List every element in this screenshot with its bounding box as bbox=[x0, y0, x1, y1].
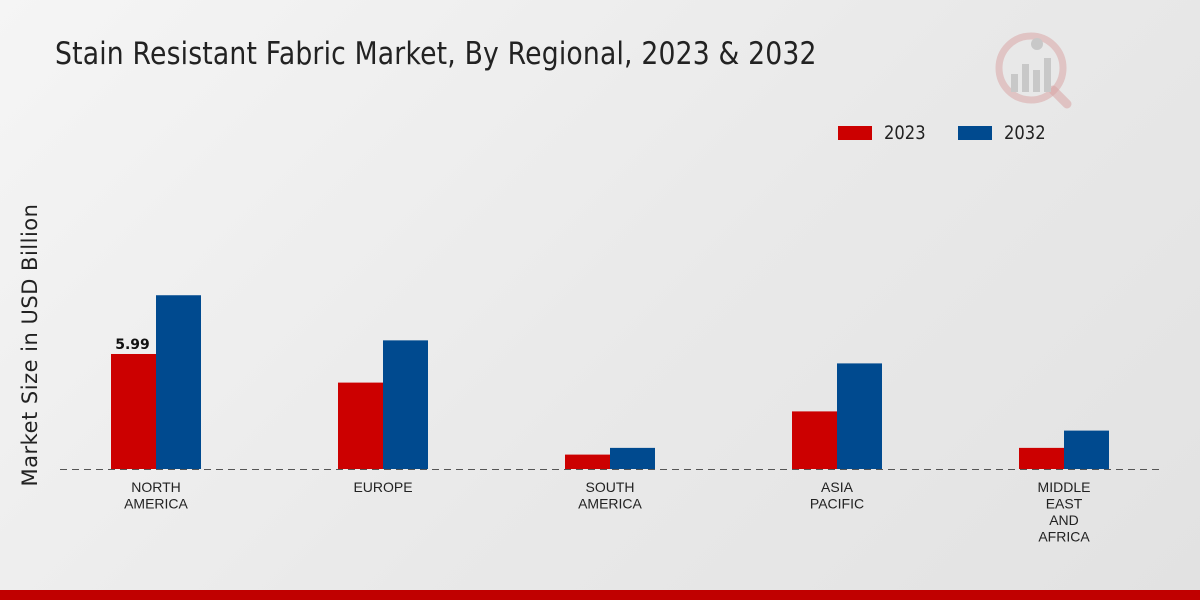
bar-2032-north-america bbox=[156, 295, 201, 469]
x-tick-label: EUROPE bbox=[353, 479, 412, 495]
brand-logo-icon bbox=[995, 32, 1072, 109]
bar-2032-asia-pacific bbox=[837, 363, 882, 469]
legend-swatch-2023 bbox=[838, 126, 872, 140]
bar-2032-middle-east-and-africa bbox=[1064, 430, 1109, 469]
x-tick-label: ASIA PACIFIC bbox=[810, 479, 864, 512]
legend-swatch-2032 bbox=[958, 126, 992, 140]
bar-2032-europe bbox=[383, 340, 428, 469]
bar-2023-middle-east-and-africa bbox=[1019, 447, 1064, 469]
bar-2023-south-america bbox=[565, 454, 610, 469]
x-tick-label: SOUTH AMERICA bbox=[578, 479, 642, 512]
x-tick-label: NORTH AMERICA bbox=[124, 479, 188, 512]
legend-item-2032: 2032 bbox=[958, 122, 1052, 144]
bar-2032-south-america bbox=[610, 447, 655, 469]
x-tick-label: MIDDLE EAST AND AFRICA bbox=[1038, 479, 1091, 545]
bar-2023-europe bbox=[338, 382, 383, 469]
footer-bar bbox=[0, 590, 1200, 600]
bar-2023-asia-pacific bbox=[792, 411, 837, 469]
chart-title: Stain Resistant Fabric Market, By Region… bbox=[55, 36, 817, 72]
data-label: 5.99 bbox=[115, 337, 150, 353]
legend-item-2023: 2023 bbox=[838, 122, 932, 144]
bar-2023-north-america bbox=[111, 353, 156, 469]
legend-label-2023: 2023 bbox=[884, 122, 926, 144]
legend-label-2032: 2032 bbox=[1004, 122, 1046, 144]
